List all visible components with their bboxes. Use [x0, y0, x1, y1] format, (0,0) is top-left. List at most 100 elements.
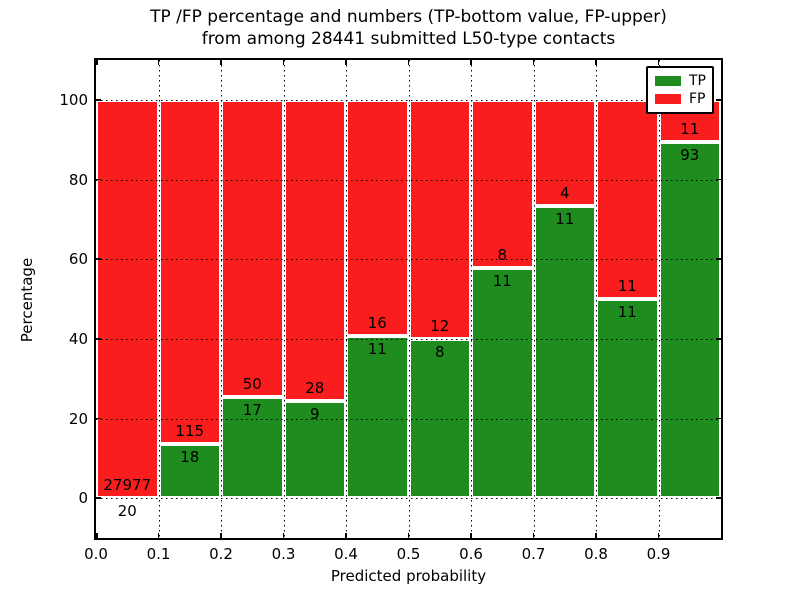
- tp-count-label: 8: [434, 342, 445, 361]
- x-tick-label: 0.7: [521, 545, 546, 563]
- tp-count-label: 11: [367, 339, 387, 358]
- x-tick-mark: [157, 533, 160, 538]
- x-tick-label: 0.5: [396, 545, 421, 563]
- y-tick-mark: [96, 338, 101, 340]
- fp-bar: [158, 99, 221, 445]
- fp-count-label: 28: [305, 379, 325, 398]
- chart-title-line2: from among 28441 submitted L50-type cont…: [201, 29, 616, 49]
- x-gridline: [158, 60, 160, 538]
- legend: TP FP: [646, 66, 714, 114]
- tp-legend-label: TP: [689, 72, 706, 89]
- y-tick-label: 80: [68, 170, 88, 189]
- x-tick-label: 0.0: [84, 545, 108, 563]
- y-tick-label: 0: [78, 489, 88, 508]
- fp-count-label: 12: [430, 316, 450, 335]
- fp-legend-label: FP: [689, 91, 706, 108]
- tp-bar: [283, 401, 346, 499]
- x-tick-mark: [595, 60, 597, 65]
- x-tick-label: 0.9: [646, 545, 671, 563]
- y-tick-mark: [716, 99, 721, 101]
- y-tick-mark: [96, 258, 101, 260]
- legend-entry-tp: TP: [655, 72, 706, 89]
- fp-bar: [221, 99, 284, 398]
- x-tick-mark: [470, 60, 472, 65]
- y-tick-label: 20: [68, 409, 88, 428]
- x-gridline: [346, 60, 347, 538]
- tp-bar: [346, 335, 409, 499]
- x-tick-label: 0.4: [334, 545, 358, 563]
- fp-legend-swatch: [655, 94, 681, 105]
- y-tick-label: 40: [68, 329, 88, 348]
- x-tick-mark: [345, 60, 347, 65]
- x-tick-mark: [407, 60, 410, 65]
- y-tick-mark: [716, 178, 721, 181]
- fp-bar: [346, 99, 409, 336]
- y-tick-mark: [716, 497, 721, 499]
- tp-count-label: 9: [309, 405, 320, 424]
- x-tick-mark: [96, 533, 98, 538]
- x-tick-label: 0.3: [271, 545, 296, 563]
- tp-count-label: 93: [680, 145, 700, 164]
- tp-bar: [658, 141, 721, 499]
- fp-bar: [283, 99, 346, 402]
- x-tick-label: 0.8: [584, 545, 608, 563]
- x-gridline: [408, 60, 410, 538]
- fp-count-label: 11: [680, 119, 700, 138]
- x-tick-label: 0.6: [459, 545, 483, 563]
- x-tick-mark: [220, 533, 222, 538]
- y-tick-mark: [96, 178, 101, 181]
- tp-bar: [471, 267, 534, 499]
- tp-count-label: 11: [617, 303, 637, 321]
- tp-bar: [408, 338, 471, 499]
- tp-bar: [596, 299, 659, 499]
- tp-count-label: 11: [555, 210, 575, 229]
- x-tick-mark: [470, 533, 472, 538]
- x-gridline: [658, 60, 660, 538]
- x-tick-mark: [595, 533, 597, 538]
- x-tick-mark: [532, 60, 535, 65]
- tp-legend-swatch: [655, 75, 681, 86]
- y-tick-label: 60: [68, 250, 88, 269]
- tp-bar: [158, 444, 221, 499]
- fp-count-label: 4: [559, 184, 570, 203]
- y-tick-mark: [96, 497, 101, 499]
- x-tick-mark: [532, 533, 535, 538]
- tp-bar: [533, 206, 596, 499]
- x-gridline: [596, 60, 597, 538]
- fp-count-label: 50: [242, 375, 262, 394]
- x-tick-mark: [96, 60, 98, 65]
- tp-count-label: 18: [180, 448, 200, 467]
- x-axis-label: Predicted probability: [330, 567, 487, 585]
- x-gridline: [283, 60, 285, 538]
- y-axis-label: Percentage: [18, 257, 36, 343]
- x-tick-mark: [157, 60, 160, 65]
- x-gridline: [533, 60, 535, 538]
- x-gridline: [221, 60, 222, 538]
- tp-count-label: 17: [242, 401, 262, 420]
- x-tick-mark: [282, 60, 285, 65]
- x-tick-mark: [282, 533, 285, 538]
- y-tick-mark: [716, 417, 721, 420]
- x-gridline: [471, 60, 472, 538]
- x-tick-label: 0.2: [209, 545, 233, 563]
- plot-area: 27977 20 115 18 50 17 28 9 16 11 12 8 8 11 4 11 11 11 11 93: [94, 58, 723, 540]
- legend-entry-fp: FP: [655, 91, 706, 108]
- fp-bar: [596, 99, 659, 299]
- tp-count-label: 11: [492, 271, 512, 290]
- chart-title-line1: TP /FP percentage and numbers (TP-bottom…: [150, 7, 667, 27]
- x-tick-mark: [407, 533, 410, 538]
- fp-count-label: 16: [367, 313, 387, 332]
- fp-bar: [471, 99, 534, 268]
- x-tick-label: 0.1: [146, 545, 171, 563]
- y-tick-label: 100: [59, 90, 88, 109]
- y-tick-mark: [96, 417, 101, 420]
- x-tick-mark: [220, 60, 222, 65]
- y-tick-mark: [716, 258, 721, 260]
- y-tick-mark: [96, 99, 101, 101]
- fp-bar: [96, 99, 159, 498]
- fp-bar: [408, 99, 471, 339]
- fp-count-label: 115: [175, 422, 205, 441]
- fp-count-label: 27977: [103, 475, 152, 494]
- tp-count-label: 20: [117, 501, 137, 520]
